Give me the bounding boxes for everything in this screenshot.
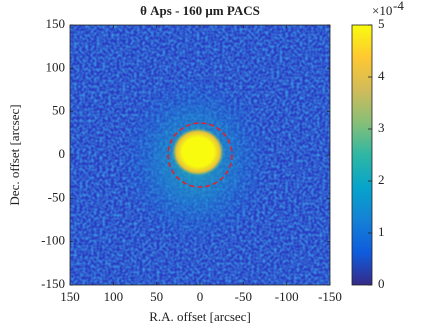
x-axis-label: R.A. offset [arcsec] <box>149 309 251 324</box>
x-tick-label: 50 <box>150 289 163 304</box>
x-tick-label: -100 <box>275 289 299 304</box>
colorbar-tick-label: 5 <box>378 16 385 31</box>
y-tick-label: -150 <box>41 276 65 291</box>
y-tick-label: -50 <box>48 189 65 204</box>
map <box>70 25 330 285</box>
x-tick-label: -150 <box>318 289 342 304</box>
colorbar-tick-label: 4 <box>378 68 385 83</box>
colorbar-multiplier: ×10 <box>372 3 392 18</box>
x-tick-label: 100 <box>104 289 124 304</box>
y-tick-label: 0 <box>59 146 66 161</box>
x-tick-label: 150 <box>60 289 80 304</box>
colorbar-tick-label: 2 <box>378 172 385 187</box>
chart-title: θ Aps - 160 μm PACS <box>140 3 260 18</box>
source-core <box>172 128 224 176</box>
y-axis-label: Dec. offset [arcsec] <box>7 104 22 205</box>
aperture <box>167 122 233 188</box>
y-tick-label: 100 <box>46 59 66 74</box>
colorbar-tick-label: 3 <box>378 120 385 135</box>
y-tick-label: -100 <box>41 233 65 248</box>
colorbar-tick-label: 0 <box>378 276 385 291</box>
y-tick-label: 50 <box>52 103 65 118</box>
colorbar <box>351 24 373 286</box>
x-tick-label: -50 <box>235 289 252 304</box>
colorbar-tick-label: 1 <box>378 224 385 239</box>
colorbar-exponent: -4 <box>393 0 404 13</box>
y-tick-label: 150 <box>46 16 66 31</box>
x-tick-label: 0 <box>197 289 204 304</box>
